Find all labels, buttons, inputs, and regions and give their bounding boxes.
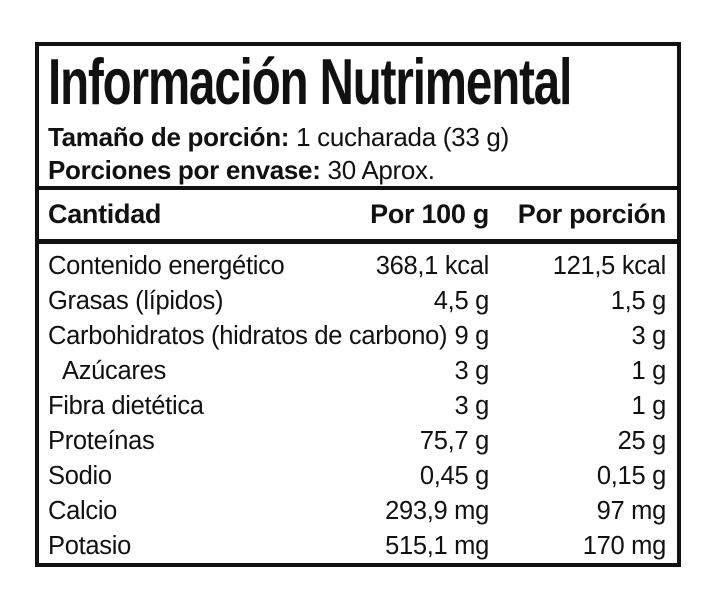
nutrient-name: Potasio [48, 532, 131, 560]
value-per-100g: 368,1 kcal [375, 252, 490, 280]
nutrient-name: Proteínas [48, 427, 155, 455]
value-per-100g: 3 g [454, 357, 489, 385]
value-per-serving: 3 g [631, 322, 666, 350]
table-row: Grasas (lípidos) 4,5 g 1,5 g [39, 283, 677, 318]
value-per-serving: 97 mg [596, 497, 667, 525]
value-per-100g: 75,7 g [419, 427, 489, 455]
value-per-serving: 1 g [631, 357, 666, 385]
column-header-per-100g: Por 100 g [370, 199, 489, 229]
nutrition-label-box: Información Nutrimental Tamaño de porció… [35, 42, 681, 567]
serving-size-value: 1 cucharada (33 g) [296, 122, 509, 152]
value-per-100g: 9 g [454, 322, 489, 350]
value-per-serving: 1 g [631, 392, 666, 420]
column-header-row: Cantidad Por 100 g Por porción [39, 190, 677, 239]
nutrient-name: Contenido energético [48, 252, 285, 280]
column-header-cantidad: Cantidad [48, 199, 162, 229]
value-per-serving: 1,5 g [610, 287, 667, 315]
serving-info: Tamaño de porción: 1 cucharada (33 g) Po… [48, 121, 668, 186]
table-row: Proteínas 75,7 g 25 g [39, 423, 677, 458]
table-row: Azúcares 3 g 1 g [39, 353, 677, 388]
value-per-100g: 4,5 g [433, 287, 490, 315]
value-per-100g: 515,1 mg [385, 532, 489, 560]
divider-bottom [39, 239, 677, 244]
label-title: Información Nutrimental [48, 46, 572, 118]
servings-per-container-label: Porciones por envase: [48, 155, 321, 185]
serving-size-label: Tamaño de porción: [48, 122, 290, 152]
table-row: Contenido energético 368,1 kcal 121,5 kc… [39, 248, 677, 283]
nutrient-name: Calcio [48, 497, 118, 525]
nutrient-name: Grasas (lípidos) [48, 287, 224, 315]
table-row: Fibra dietética 3 g 1 g [39, 388, 677, 423]
label-header: Información Nutrimental Tamaño de porció… [39, 46, 677, 186]
divider-top [39, 186, 677, 190]
value-per-serving: 25 g [617, 427, 667, 455]
table-row: Potasio 515,1 mg 170 mg [39, 528, 677, 563]
servings-per-container-line: Porciones por envase: 30 Aprox. [48, 154, 668, 186]
nutrient-name: Azúcares [62, 357, 166, 385]
nutrient-name: Carbohidratos (hidratos de carbono) [48, 322, 448, 350]
value-per-100g: 0,45 g [419, 462, 489, 490]
nutrient-table-body: Contenido energético 368,1 kcal 121,5 kc… [39, 244, 677, 563]
value-per-serving: 0,15 g [596, 462, 666, 490]
value-per-serving: 121,5 kcal [552, 252, 667, 280]
value-per-100g: 293,9 mg [385, 497, 489, 525]
serving-size-line: Tamaño de porción: 1 cucharada (33 g) [48, 121, 668, 154]
value-per-serving: 170 mg [582, 532, 667, 560]
value-per-100g: 3 g [454, 392, 489, 420]
servings-per-container-value: 30 Aprox. [327, 155, 435, 185]
nutrient-name: Fibra dietética [48, 392, 204, 420]
table-row: Sodio 0,45 g 0,15 g [39, 458, 677, 493]
table-row: Carbohidratos (hidratos de carbono) 9 g … [39, 318, 677, 353]
column-header-per-serving: Por porción [517, 199, 667, 229]
table-row: Calcio 293,9 mg 97 mg [39, 493, 677, 528]
nutrient-name: Sodio [48, 462, 112, 490]
